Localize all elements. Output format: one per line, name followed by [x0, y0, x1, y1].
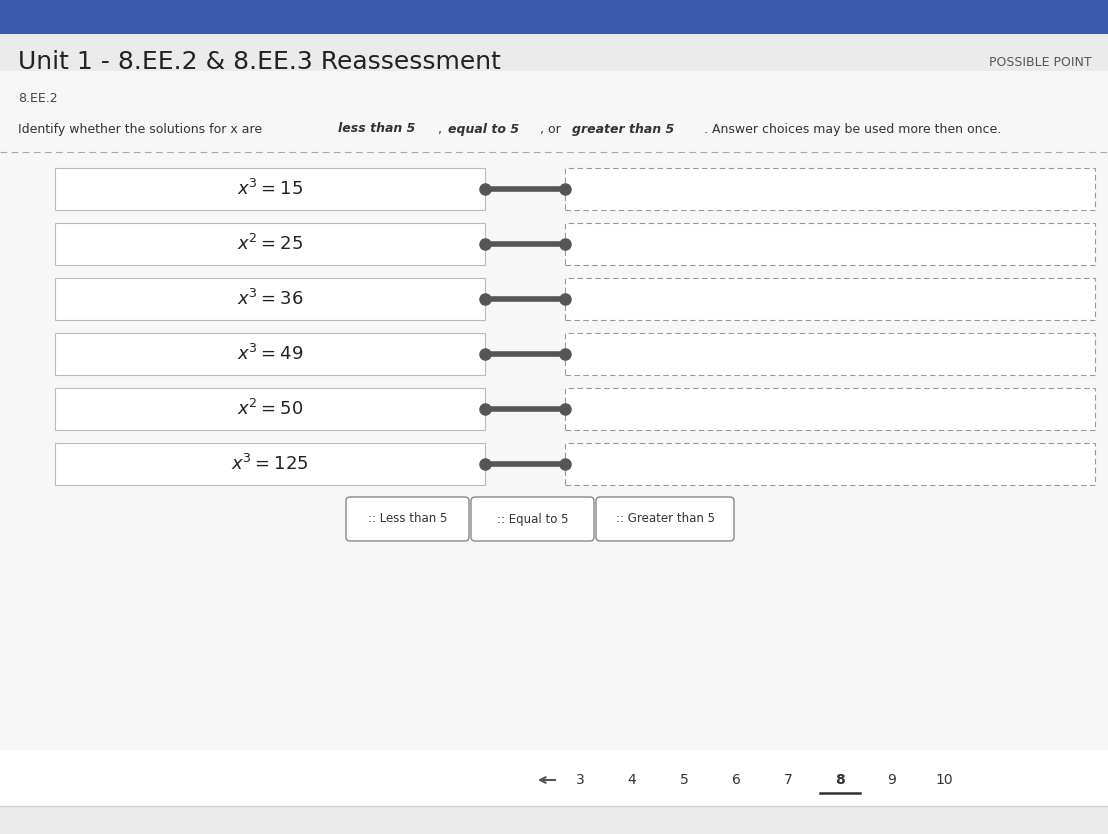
FancyBboxPatch shape — [55, 443, 485, 485]
Text: 8.EE.2: 8.EE.2 — [18, 93, 58, 105]
FancyBboxPatch shape — [55, 333, 485, 375]
Text: . Answer choices may be used more then once.: . Answer choices may be used more then o… — [704, 123, 1002, 135]
Text: , or: , or — [540, 123, 565, 135]
Text: :: Equal to 5: :: Equal to 5 — [496, 513, 568, 525]
Text: less than 5: less than 5 — [338, 123, 416, 135]
Text: 8: 8 — [835, 773, 845, 787]
Text: $x^3 = 36$: $x^3 = 36$ — [237, 289, 304, 309]
FancyBboxPatch shape — [346, 497, 469, 541]
Text: $x^3 = 49$: $x^3 = 49$ — [237, 344, 304, 364]
FancyBboxPatch shape — [565, 223, 1095, 265]
FancyBboxPatch shape — [565, 388, 1095, 430]
FancyBboxPatch shape — [565, 443, 1095, 485]
Text: Identify whether the solutions for x are: Identify whether the solutions for x are — [18, 123, 266, 135]
Text: 7: 7 — [783, 773, 792, 787]
Text: 5: 5 — [679, 773, 688, 787]
Text: 10: 10 — [935, 773, 953, 787]
Text: ,: , — [438, 123, 447, 135]
FancyBboxPatch shape — [55, 388, 485, 430]
Text: 6: 6 — [731, 773, 740, 787]
Text: Unit 1 - 8.EE.2 & 8.EE.3 Reassessment: Unit 1 - 8.EE.2 & 8.EE.3 Reassessment — [18, 50, 501, 74]
FancyBboxPatch shape — [55, 223, 485, 265]
FancyBboxPatch shape — [565, 333, 1095, 375]
Text: $x^3 = 15$: $x^3 = 15$ — [237, 179, 302, 199]
FancyBboxPatch shape — [0, 0, 1108, 34]
Text: :: Greater than 5: :: Greater than 5 — [616, 513, 715, 525]
Text: greater than 5: greater than 5 — [572, 123, 675, 135]
FancyBboxPatch shape — [565, 168, 1095, 210]
FancyBboxPatch shape — [471, 497, 594, 541]
Text: :: Less than 5: :: Less than 5 — [368, 513, 448, 525]
FancyBboxPatch shape — [0, 71, 1108, 806]
Text: 9: 9 — [888, 773, 896, 787]
Text: 3: 3 — [576, 773, 584, 787]
Text: $x^3 = 125$: $x^3 = 125$ — [232, 454, 309, 474]
FancyBboxPatch shape — [596, 497, 733, 541]
FancyBboxPatch shape — [55, 278, 485, 320]
FancyBboxPatch shape — [565, 278, 1095, 320]
FancyBboxPatch shape — [0, 750, 1108, 806]
FancyBboxPatch shape — [55, 168, 485, 210]
Text: equal to 5: equal to 5 — [449, 123, 520, 135]
Text: $x^2 = 25$: $x^2 = 25$ — [237, 234, 302, 254]
Text: POSSIBLE POINT: POSSIBLE POINT — [989, 56, 1092, 68]
Text: 4: 4 — [627, 773, 636, 787]
Text: $x^2 = 50$: $x^2 = 50$ — [237, 399, 304, 419]
